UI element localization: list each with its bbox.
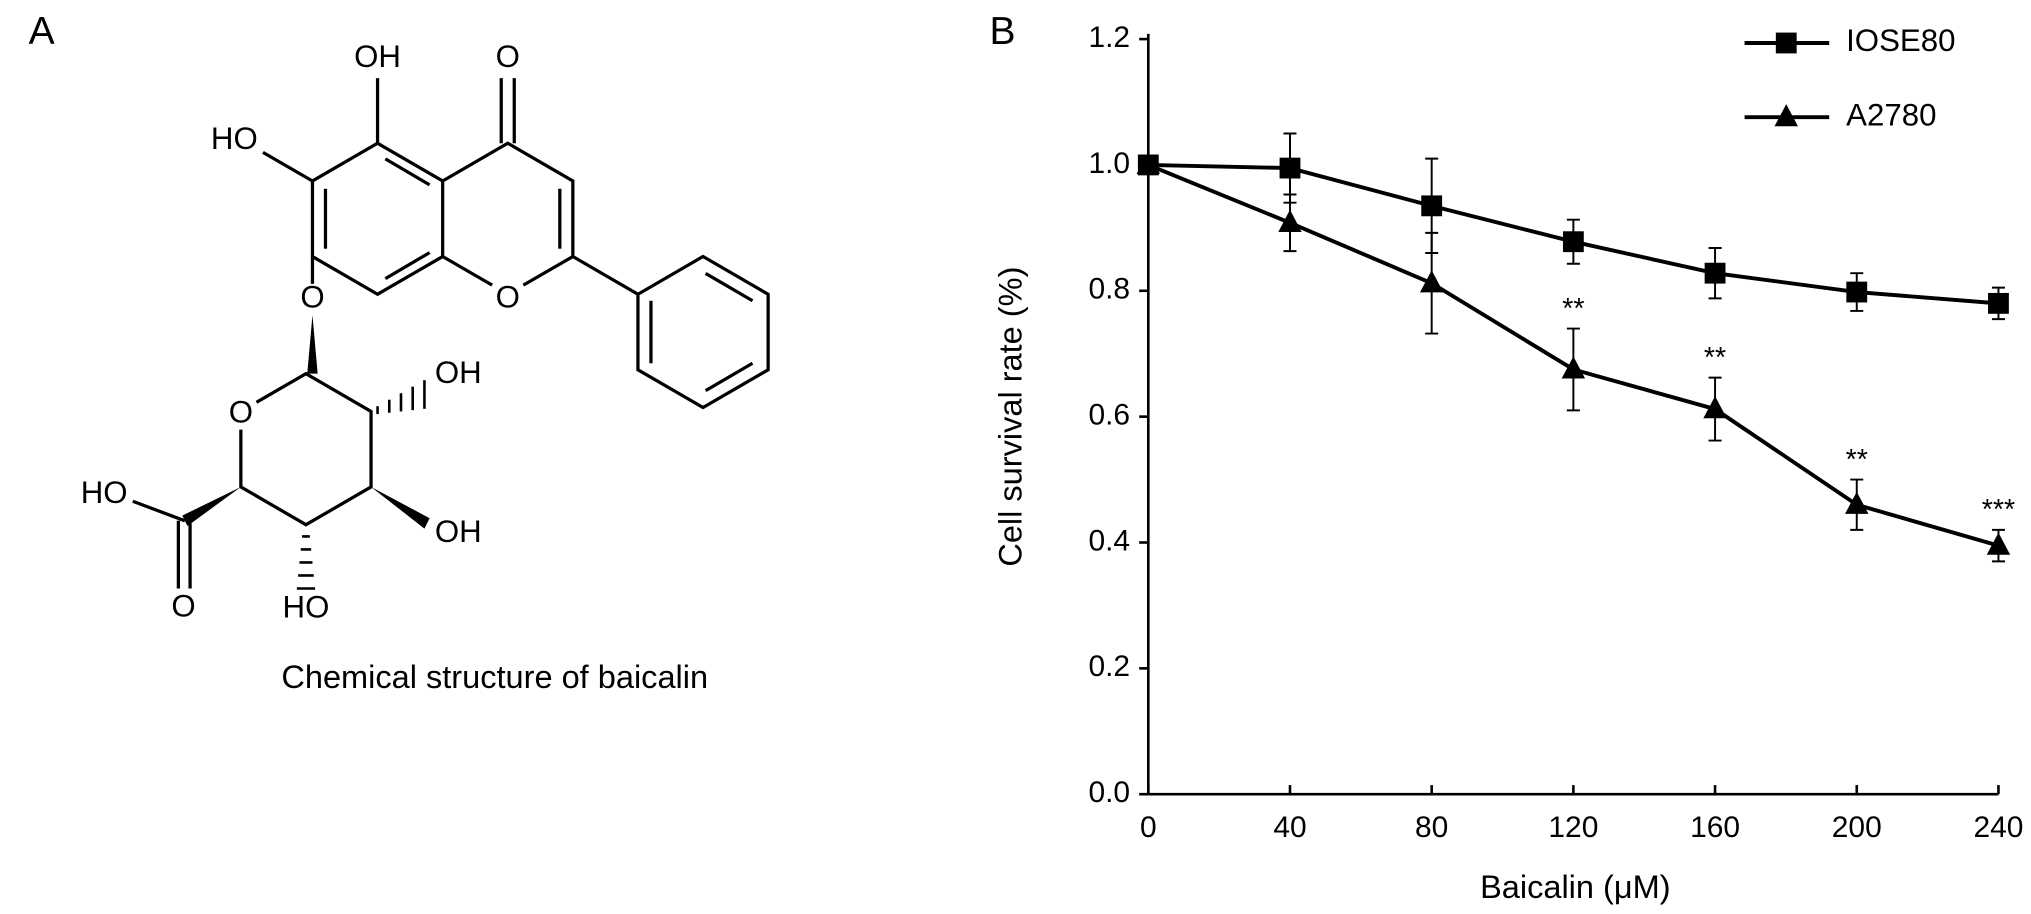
- atom-label: O: [171, 588, 195, 623]
- caption: Chemical structure of baicalin: [281, 659, 708, 695]
- y-tick-label: 1.2: [1088, 21, 1130, 54]
- significance-label: ***: [1982, 494, 2015, 526]
- significance-label: **: [1846, 444, 1868, 476]
- wedge: [371, 486, 430, 529]
- wedge: [307, 315, 318, 374]
- x-tick-label: 160: [1690, 811, 1740, 844]
- marker: [1846, 281, 1868, 303]
- atom-label: O: [300, 280, 324, 315]
- marker: [1775, 32, 1797, 54]
- hash-bond: [296, 535, 316, 590]
- legend-label: IOSE80: [1846, 23, 1955, 58]
- marker: [1986, 532, 2011, 555]
- marker: [1561, 356, 1586, 379]
- atom-label: OH: [435, 514, 482, 549]
- x-axis-title: Baicalin (μM): [1480, 869, 1670, 905]
- panel-b: B Baicalin (μM) Cell survival rate (%) 0…: [989, 10, 2023, 905]
- ring: [441, 141, 575, 287]
- marker: [1988, 292, 2009, 314]
- ring: [636, 254, 770, 410]
- bond: [132, 499, 186, 523]
- marker: [1562, 231, 1584, 253]
- hash-bond: [376, 380, 426, 415]
- marker: [1774, 104, 1798, 127]
- x-tick-label: 40: [1273, 811, 1306, 844]
- marker: [1703, 396, 1727, 419]
- y-tick-label: 1.0: [1088, 147, 1130, 180]
- y-tick-label: 0.4: [1088, 524, 1130, 557]
- bond: [384, 157, 431, 187]
- atom-label: OH: [354, 39, 401, 74]
- atom-label: HO: [283, 590, 330, 625]
- panel-a: A OH: [29, 10, 770, 695]
- atom-label: O: [496, 280, 520, 315]
- x-tick-label: 0: [1140, 811, 1157, 844]
- bond: [441, 255, 493, 287]
- bond: [262, 150, 314, 183]
- wedge: [182, 486, 241, 527]
- panel-label: B: [989, 10, 1015, 53]
- marker: [1278, 209, 1302, 232]
- atom-label: O: [229, 394, 253, 429]
- x-tick-label: 80: [1415, 811, 1448, 844]
- marker: [1419, 270, 1444, 293]
- bond: [704, 361, 754, 393]
- marker: [1704, 262, 1726, 284]
- ring: [239, 371, 373, 527]
- atom-label: HO: [81, 475, 128, 510]
- marker: [1845, 491, 1869, 514]
- bond: [704, 272, 754, 303]
- marker: [1279, 157, 1301, 179]
- panel-label: A: [29, 10, 55, 53]
- marker: [1421, 195, 1443, 217]
- y-tick-label: 0.0: [1088, 776, 1130, 809]
- bond: [572, 255, 639, 296]
- y-tick-label: 0.2: [1088, 650, 1130, 683]
- x-tick-label: 200: [1832, 811, 1882, 844]
- atom-label: HO: [211, 121, 258, 156]
- atom-label: O: [496, 39, 520, 74]
- significance-label: **: [1704, 342, 1726, 374]
- y-axis-title: Cell survival rate (%): [992, 267, 1028, 567]
- ring: [310, 141, 445, 297]
- bond: [384, 251, 431, 281]
- x-tick-label: 240: [1973, 811, 2023, 844]
- y-tick-label: 0.6: [1088, 399, 1130, 432]
- atom-label: OH: [435, 355, 482, 390]
- legend-label: A2780: [1846, 97, 1936, 132]
- x-tick-label: 120: [1548, 811, 1598, 844]
- significance-label: **: [1562, 293, 1584, 325]
- y-tick-label: 0.8: [1088, 273, 1130, 306]
- marker: [1136, 151, 1161, 175]
